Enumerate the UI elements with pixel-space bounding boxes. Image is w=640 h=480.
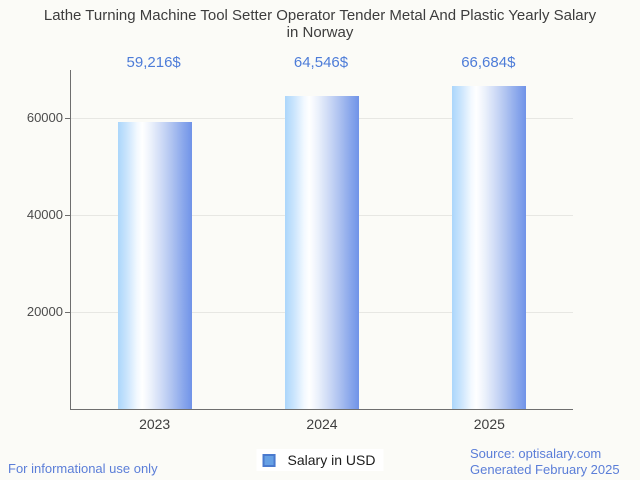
x-axis-tick-label: 2024 xyxy=(306,416,338,432)
y-axis-tick-label: 40000 xyxy=(26,207,63,223)
plot-area: 20000 40000 60000 2023 2024 2025 xyxy=(27,70,573,432)
footer-source-block: Source: optisalary.com Generated Februar… xyxy=(470,446,620,478)
footer-disclaimer: For informational use only xyxy=(8,461,158,476)
y-axis-tick xyxy=(65,311,71,313)
legend-swatch-icon xyxy=(262,453,276,467)
x-axis-tick-label: 2025 xyxy=(473,416,505,432)
y-axis-tick-label: 20000 xyxy=(26,304,63,320)
chart-title: Lathe Turning Machine Tool Setter Operat… xyxy=(0,7,640,41)
bar-value-label: 64,546$ xyxy=(293,54,349,71)
bar-value-label: 66,684$ xyxy=(461,54,516,71)
x-axis-tick-label: 2023 xyxy=(139,416,171,432)
salary-bar xyxy=(117,122,192,409)
salary-bar xyxy=(452,86,527,409)
footer-generated-date: Generated February 2025 xyxy=(470,462,620,477)
y-axis-tick xyxy=(65,117,71,119)
bar-value-label: 59,216$ xyxy=(126,54,181,71)
salary-bar xyxy=(285,96,359,409)
y-axis-tick-label: 60000 xyxy=(26,110,63,126)
legend-label: Salary in USD xyxy=(287,452,376,468)
y-axis-tick xyxy=(65,214,71,216)
chart-title-line-1: Lathe Turning Machine Tool Setter Operat… xyxy=(43,7,597,24)
footer-source-link[interactable]: Source: optisalary.com xyxy=(470,446,602,461)
legend: Salary in USD xyxy=(256,449,384,471)
chart-title-line-2: in Norway xyxy=(286,24,354,41)
